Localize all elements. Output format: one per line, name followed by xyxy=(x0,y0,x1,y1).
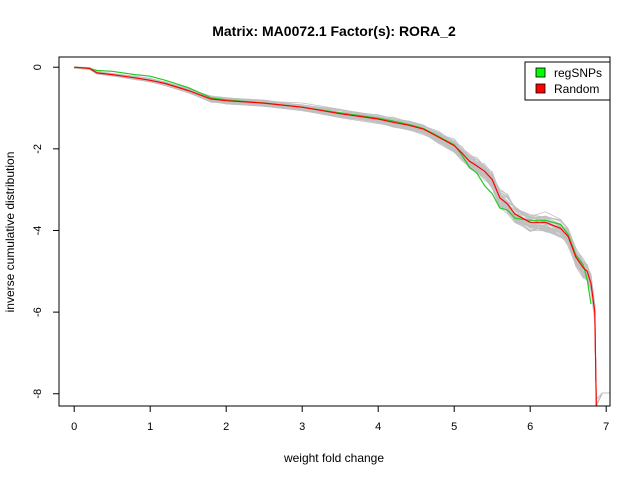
y-axis: 0 -2 -4 -6 -8 xyxy=(32,64,59,399)
x-axis: 0 1 2 3 4 5 6 7 xyxy=(71,406,609,433)
background-series-line xyxy=(74,67,597,407)
y-tick-label: -4 xyxy=(32,226,44,236)
x-axis-label: weight fold change xyxy=(283,451,384,465)
background-series-line xyxy=(74,67,597,407)
background-series-group xyxy=(74,66,610,407)
y-tick-label: -2 xyxy=(32,144,44,154)
y-tick-label: -8 xyxy=(32,389,44,399)
x-tick-label: 7 xyxy=(603,421,609,433)
background-series-line xyxy=(74,67,597,407)
x-tick-label: 1 xyxy=(147,421,153,433)
background-series-line xyxy=(74,67,597,407)
x-tick-label: 0 xyxy=(71,421,77,433)
series-group xyxy=(74,66,597,407)
legend-label-regsnps: regSNPs xyxy=(554,66,602,80)
legend-swatch-regsnps xyxy=(535,67,546,78)
x-tick-label: 4 xyxy=(375,421,381,433)
background-series-line xyxy=(74,67,597,407)
y-tick-label: 0 xyxy=(32,64,44,70)
background-series-line xyxy=(74,67,610,407)
chart-title: Matrix: MA0072.1 Factor(s): RORA_2 xyxy=(212,23,456,39)
background-series-line xyxy=(74,67,597,407)
background-series-line xyxy=(74,67,610,407)
background-series-line xyxy=(74,66,597,405)
x-tick-label: 3 xyxy=(299,421,305,433)
background-series-line xyxy=(74,67,597,407)
background-series-line xyxy=(74,67,597,406)
x-tick-label: 2 xyxy=(223,421,229,433)
legend: regSNPs Random xyxy=(524,61,611,101)
legend-swatch-random xyxy=(535,83,546,94)
background-series-line xyxy=(74,66,597,401)
background-series-line xyxy=(74,67,610,407)
background-series-line xyxy=(74,66,597,405)
background-series-line xyxy=(74,66,610,400)
series-line-regsnps xyxy=(74,66,592,305)
plot-frame xyxy=(58,56,611,407)
background-series-line xyxy=(74,67,597,407)
background-series-line xyxy=(74,66,597,407)
legend-label-random: Random xyxy=(554,82,599,96)
background-series-line xyxy=(74,66,597,406)
x-tick-label: 5 xyxy=(451,421,457,433)
background-series-line xyxy=(74,67,597,407)
background-series-line xyxy=(74,67,610,407)
background-series-line xyxy=(74,67,610,407)
background-series-line xyxy=(74,67,597,407)
y-tick-label: -6 xyxy=(32,307,44,317)
background-series-line xyxy=(74,67,597,407)
background-series-line xyxy=(74,67,597,407)
series-line-random xyxy=(74,66,597,407)
background-series-line xyxy=(74,67,597,407)
background-series-line xyxy=(74,67,597,407)
x-tick-label: 6 xyxy=(527,421,533,433)
y-axis-label: inverse cumulative distribution xyxy=(3,152,17,313)
background-series-line xyxy=(74,67,597,407)
background-series-line xyxy=(74,66,597,403)
